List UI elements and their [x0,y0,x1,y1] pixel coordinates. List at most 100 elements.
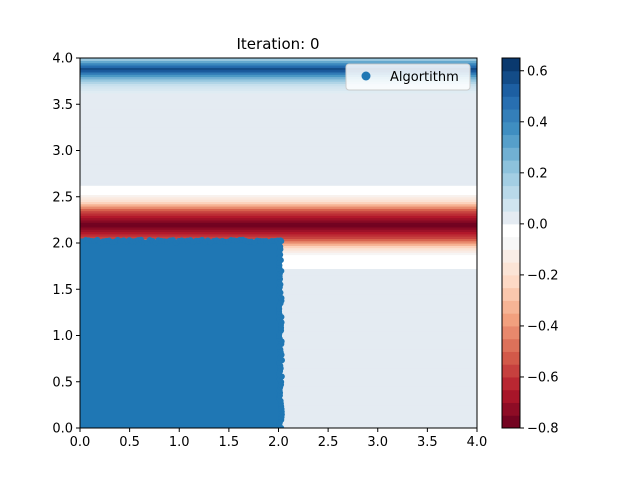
y-axis-ticks: 0.0 0.5 1.0 1.5 2.0 2.5 3.0 3.5 4.0 [52,52,80,437]
heatmap-band [80,201,477,205]
y-tick-label: 0.5 [52,375,73,390]
colorbar-level [502,313,520,327]
x-tick-label: 3.0 [367,435,388,450]
x-axis-ticks: 0.0 0.5 1.0 1.5 2.0 2.5 3.0 3.5 4.0 [70,428,488,450]
heatmap-band [80,166,477,170]
colorbar-level [502,287,520,301]
heatmap-band [80,113,477,117]
y-tick-label: 1.5 [52,283,73,298]
heatmap-band [80,192,477,196]
heatmap-band [80,175,477,179]
colorbar-level [502,185,520,199]
heatmap-band [80,171,477,175]
scatter-body [80,241,281,428]
x-tick-label: 4.0 [467,435,488,450]
heatmap-band [80,180,477,184]
y-tick-label: 1.0 [52,329,73,344]
colorbar-level [502,376,520,391]
heatmap-band [80,233,477,237]
heatmap-band [80,152,477,156]
heatmap-band [80,145,477,149]
heatmap-band [80,69,477,73]
colorbar-tick-label: 0.2 [527,166,548,181]
legend-box [345,63,471,91]
colorbar-level [502,415,520,429]
x-tick-label: 0.0 [70,435,91,450]
colorbar-frame [501,57,521,429]
legend-marker [361,71,371,81]
heatmap-band [80,60,477,64]
y-tick-label: 3.5 [52,98,73,113]
heatmap-band [80,143,477,147]
heatmap-band [80,71,477,75]
heatmap-band [80,162,477,165]
heatmap-band [80,122,477,126]
colorbar-level [502,351,520,365]
heatmap-band [80,150,477,154]
heatmap-band [80,185,477,189]
heatmap-band [80,164,477,168]
colorbar-tick-label: −0.8 [527,422,559,437]
colorbar-level [502,236,520,250]
colorbar-level [502,389,520,403]
heatmap-band [80,92,477,96]
heatmap-band [80,67,477,71]
heatmap-band [80,196,477,200]
heatmap-band [80,134,477,138]
heatmap-band [80,182,477,186]
heatmap-band [80,219,477,223]
heatmap-band [80,187,477,191]
heatmap-band [80,76,477,80]
x-tick-label: 3.5 [417,435,438,450]
chart-title: Iteration: 0 [237,35,320,53]
heatmap-band [80,226,477,230]
heatmap-band [80,215,477,219]
heatmap-band [80,212,477,216]
colorbar-level [502,262,520,276]
heatmap-band [80,83,477,87]
heatmap-band [80,108,477,112]
y-tick-label: 3.0 [52,144,73,159]
colorbar-ticks: 0.6 0.4 0.2 0.0 −0.2 −0.4 −0.6 −0.8 [520,64,559,437]
heatmap-band [80,132,477,135]
heatmap-band [80,99,477,103]
heatmap-band [80,138,477,142]
heatmap-band [80,115,477,119]
y-tick-label: 0.0 [52,422,73,437]
colorbar-level [502,83,520,97]
heatmap-band [80,97,477,101]
heatmap-band [80,101,477,105]
heatmap-band [80,62,477,66]
heatmap-band [80,129,477,133]
heatmap-band [80,104,477,108]
heatmap-band [80,111,477,115]
colorbar-level [502,223,520,238]
colorbar-level [502,172,520,187]
heatmap-band [80,120,477,124]
colorbar-tick-label: 0.6 [527,64,548,79]
heatmap-band [80,58,477,61]
heatmap-band [80,127,477,131]
heatmap-band [80,236,477,239]
y-tick-label: 2.5 [52,190,73,205]
legend: Algortithm [345,63,471,91]
heatmap-band [80,229,477,233]
colorbar-level [502,249,520,263]
heatmap-band [80,118,477,122]
heatmap-band [80,81,477,85]
heatmap-band [80,157,477,161]
colorbar-level [502,70,520,85]
colorbar-level [502,96,520,110]
heatmap-band [80,210,477,214]
x-tick-label: 1.5 [219,435,240,450]
heatmap-band [80,64,477,68]
colorbar-level [502,160,520,174]
heatmap-band [80,224,477,228]
heatmap-band [80,155,477,159]
x-tick-label: 2.5 [318,435,339,450]
heatmap-band [80,189,477,193]
heatmap-band [80,90,477,94]
heatmap-band [80,206,477,209]
heatmap-band [80,217,477,221]
